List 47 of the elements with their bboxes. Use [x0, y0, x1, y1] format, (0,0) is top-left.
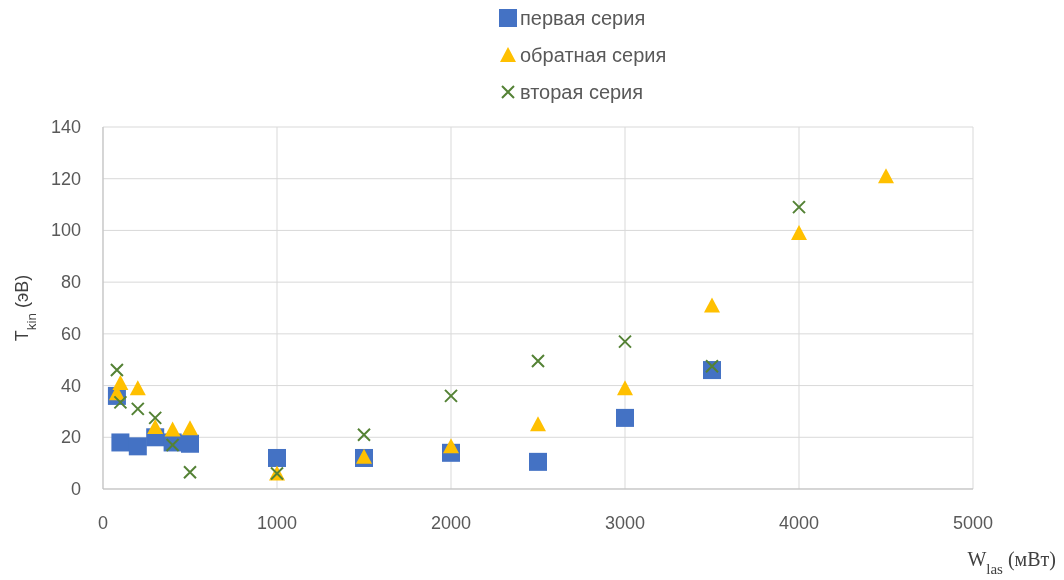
point	[704, 297, 720, 313]
x-tick-label: 0	[97, 513, 109, 533]
x-tick-label: 5000	[952, 513, 994, 533]
point	[129, 380, 146, 396]
point	[616, 408, 634, 427]
y-tick-label: 140	[50, 117, 81, 137]
x-tick-label: 1000	[256, 513, 298, 533]
x-tick-label: 4000	[778, 513, 820, 533]
point	[111, 433, 130, 452]
point	[791, 225, 807, 241]
point	[357, 427, 371, 442]
point	[444, 388, 458, 403]
legend-label: вторая серия	[520, 81, 644, 103]
point	[128, 437, 147, 456]
point	[268, 448, 286, 467]
x-axis-title: W$_{las}$ (мВт)	[967, 548, 1056, 577]
point	[618, 334, 632, 349]
point	[443, 438, 459, 454]
point	[181, 434, 199, 453]
point	[617, 380, 633, 396]
x-tick-label: 2000	[430, 513, 472, 533]
y-tick-label: 0	[70, 479, 81, 499]
point	[164, 421, 181, 437]
y-tick-label: 20	[60, 427, 81, 448]
point	[530, 416, 546, 432]
y-tick-label: 40	[60, 375, 81, 396]
point	[529, 452, 547, 471]
x-tick-label: 3000	[604, 513, 646, 533]
point	[109, 363, 124, 378]
point	[112, 374, 129, 390]
y-tick-label: 120	[50, 168, 81, 189]
point	[147, 418, 164, 434]
legend-label: первая серия	[520, 7, 646, 29]
legend-label: обратная серия	[520, 44, 667, 66]
point	[183, 465, 197, 480]
y-tick-label: 60	[60, 323, 81, 344]
y-tick-label: 100	[50, 220, 81, 241]
y-tick-label: 80	[60, 272, 81, 293]
point	[113, 395, 128, 410]
point	[165, 438, 180, 453]
point	[705, 359, 719, 374]
point	[531, 354, 545, 369]
point	[130, 401, 145, 416]
point	[148, 410, 163, 425]
point	[792, 200, 806, 215]
point	[182, 420, 198, 436]
point	[878, 168, 894, 184]
